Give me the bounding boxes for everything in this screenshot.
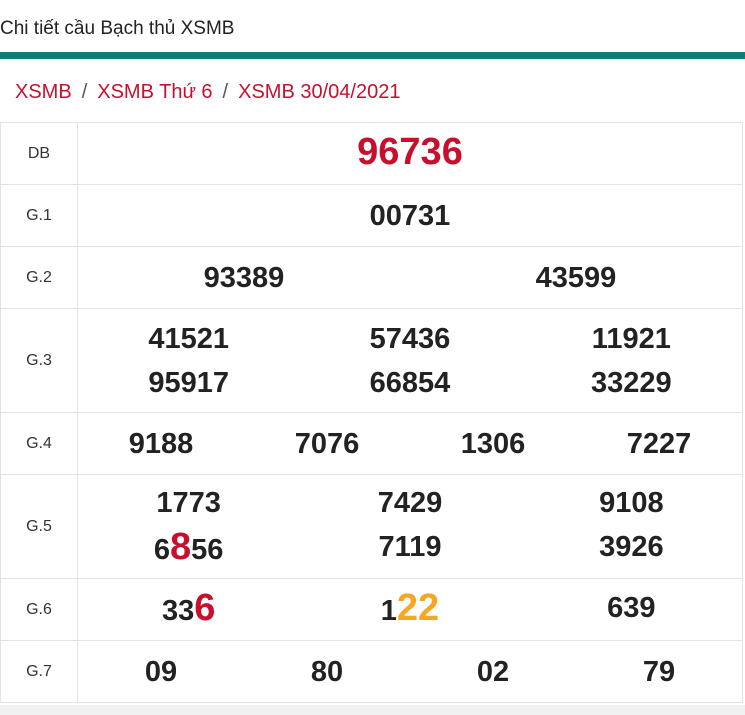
prize-row: G.2 93389 43599 <box>0 247 743 309</box>
digits: 56 <box>191 534 224 566</box>
prize-numbers: 09 80 02 79 <box>78 641 742 702</box>
prize-row: G.7 09 80 02 79 <box>0 641 743 703</box>
prize-number: 9108 <box>521 483 742 523</box>
digits: 7119 <box>378 531 442 563</box>
prize-number: 96736 <box>78 132 742 175</box>
prize-row: G.1 00731 <box>0 185 743 247</box>
prize-number: 1773 <box>78 483 299 523</box>
prize-number: 79 <box>576 652 742 692</box>
digits: 79 <box>642 655 676 688</box>
prize-number: 3926 <box>521 527 742 570</box>
prize-label: G.3 <box>1 309 78 412</box>
footer-strip <box>0 705 745 715</box>
prize-row: G.3 41521 57436 11921 95917 66854 33229 <box>0 309 743 413</box>
digits: 33229 <box>590 366 672 399</box>
header-bar <box>0 52 745 59</box>
breadcrumb-link[interactable]: XSMB <box>15 81 72 103</box>
prize-number: 41521 <box>78 319 299 359</box>
digits: 00731 <box>369 199 451 232</box>
digits: 1773 <box>156 487 221 519</box>
breadcrumb: XSMB / XSMB Thứ 6 / XSMB 30/04/2021 <box>15 81 400 104</box>
digits: 43599 <box>535 261 617 294</box>
digits: 41521 <box>148 322 229 355</box>
prize-number: 00731 <box>78 196 742 236</box>
digits: 9108 <box>599 487 664 519</box>
digits: 9188 <box>128 427 194 460</box>
prize-number: 43599 <box>410 258 742 298</box>
prize-label: G.5 <box>1 475 78 578</box>
prize-label: G.4 <box>1 413 78 474</box>
prize-number: 33229 <box>521 363 742 403</box>
digits: 33 <box>161 595 195 627</box>
highlight-digits: 22 <box>396 587 440 629</box>
digits: 7076 <box>294 427 360 460</box>
highlight-digits: 6 <box>194 587 216 629</box>
results-table: DB 96736 G.1 00731 G.2 93389 43599 G.3 41521 5743… <box>0 122 743 703</box>
prize-number: 6856 <box>78 527 299 570</box>
prize-number: 9188 <box>78 424 244 464</box>
digits: 02 <box>476 655 510 688</box>
prize-number: 7429 <box>299 483 520 523</box>
prize-number: 7076 <box>244 424 410 464</box>
prize-label: G.7 <box>1 641 78 702</box>
prize-numbers: 00731 <box>78 185 742 246</box>
digits: 11921 <box>591 322 671 355</box>
breadcrumb-separator: / <box>222 81 229 103</box>
prize-number: 1306 <box>410 424 576 464</box>
highlight-digits: 8 <box>170 526 192 568</box>
page-title: Chi tiết cầu Bạch thủ XSMB <box>0 18 235 39</box>
prize-row: G.6 336 122 639 <box>0 579 743 641</box>
highlight-digits: 96736 <box>357 131 463 173</box>
prize-number: 7227 <box>576 424 742 464</box>
digits: 95917 <box>148 366 229 399</box>
prize-number: 02 <box>410 652 576 692</box>
digits: 3926 <box>599 531 664 563</box>
prize-row: G.4 9188 7076 1306 7227 <box>0 413 743 475</box>
prize-label: G.2 <box>1 247 78 308</box>
prize-number: 66854 <box>299 363 520 403</box>
prize-row: DB 96736 <box>0 123 743 185</box>
prize-label: G.6 <box>1 579 78 640</box>
prize-row: G.5 1773 7429 9108 6856 7119 3926 <box>0 475 743 579</box>
prize-numbers: 96736 <box>78 123 742 184</box>
prize-number: 11921 <box>521 319 742 359</box>
breadcrumb-link[interactable]: XSMB Thứ 6 <box>97 81 213 103</box>
digits: 639 <box>607 592 656 624</box>
prize-number: 122 <box>299 588 520 631</box>
digits: 09 <box>144 655 178 688</box>
prize-number: 336 <box>78 588 299 631</box>
prize-number: 57436 <box>299 319 520 359</box>
digits: 80 <box>310 655 344 688</box>
prize-number: 09 <box>78 652 244 692</box>
digits: 57436 <box>369 322 451 355</box>
prize-numbers: 41521 57436 11921 95917 66854 33229 <box>78 309 742 412</box>
prize-label: DB <box>1 123 78 184</box>
digits: 93389 <box>203 261 285 294</box>
digits: 7227 <box>626 427 692 460</box>
breadcrumb-separator: / <box>81 81 88 103</box>
prize-number: 7119 <box>299 527 520 570</box>
prize-numbers: 93389 43599 <box>78 247 742 308</box>
prize-number: 95917 <box>78 363 299 403</box>
prize-numbers: 9188 7076 1306 7227 <box>78 413 742 474</box>
prize-label: G.1 <box>1 185 78 246</box>
digits: 1 <box>380 595 397 627</box>
digits: 6 <box>153 534 171 566</box>
digits: 7429 <box>377 487 443 519</box>
prize-number: 93389 <box>78 258 410 298</box>
prize-numbers: 1773 7429 9108 6856 7119 3926 <box>78 475 742 578</box>
prize-number: 80 <box>244 652 410 692</box>
digits: 66854 <box>369 366 451 399</box>
prize-number: 639 <box>521 588 742 631</box>
prize-numbers: 336 122 639 <box>78 579 742 640</box>
digits: 1306 <box>460 427 526 460</box>
breadcrumb-link[interactable]: XSMB 30/04/2021 <box>238 81 401 103</box>
